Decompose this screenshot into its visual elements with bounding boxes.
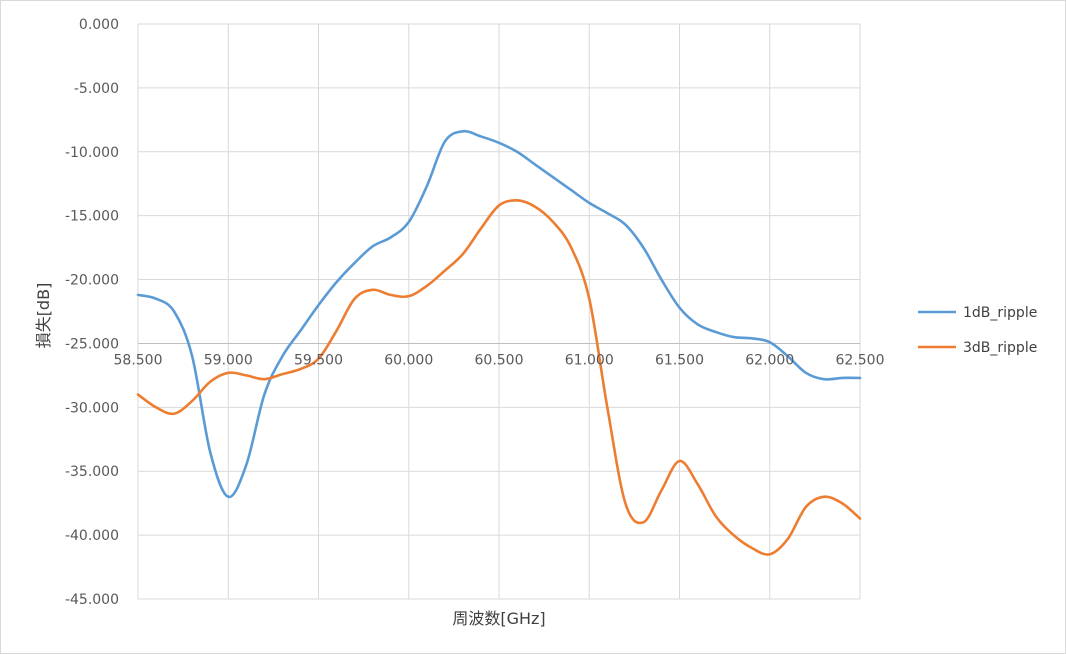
y-tick-label: -10.000 [65,145,119,161]
y-tick-label: -15.000 [65,209,119,225]
y-axis-tick-labels: 0.000 -5.000 -10.000 -15.000 -20.000 -25.000 -… [65,17,119,608]
y-tick-label: -45.000 [65,592,119,608]
y-tick-label: -30.000 [65,400,119,416]
y-tick-label: -35.000 [65,464,119,480]
series-line-1dB_ripple [136,129,862,499]
x-tick-label: 60.500 [475,352,524,368]
y-tick-label: -20.000 [65,273,119,289]
gridlines [137,23,861,600]
x-axis-title: 周波数[GHz] [452,609,545,628]
series-line-3dB_ripple [136,198,862,556]
legend: 1dB_ripple 3dB_ripple [918,305,1037,356]
x-tick-label: 61.000 [565,352,614,368]
legend-label-1dB_ripple: 1dB_ripple [963,305,1037,321]
x-axis-tick-labels: 58.500 59.000 59.500 60.000 60.500 61.000 61.5… [114,352,885,368]
legend-label-3dB_ripple: 3dB_ripple [963,340,1037,356]
x-tick-label: 58.500 [114,352,163,368]
x-tick-label: 60.000 [384,352,433,368]
x-tick-label: 59.500 [294,352,343,368]
series-lines [136,129,862,556]
y-tick-label: -25.000 [65,336,119,352]
x-tick-label: 62.000 [745,352,794,368]
y-axis-title: 損失[dB] [34,283,53,349]
y-tick-label: -5.000 [74,81,119,97]
x-tick-label: 59.000 [204,352,253,368]
x-tick-label: 61.500 [655,352,704,368]
y-tick-label: 0.000 [79,17,119,33]
x-tick-label: 62.500 [836,352,885,368]
y-tick-label: -40.000 [65,528,119,544]
